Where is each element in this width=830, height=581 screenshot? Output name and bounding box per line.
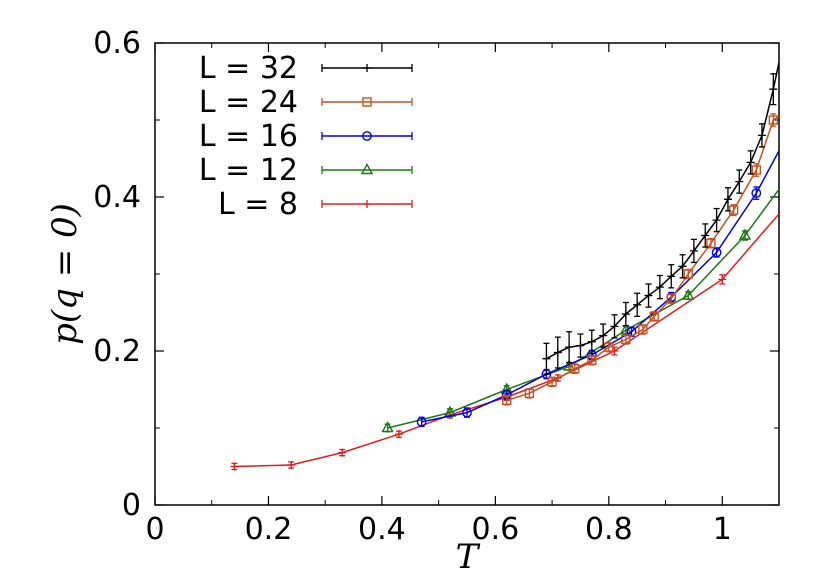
series-line: [234, 213, 779, 468]
x-tick-label: 0.6: [472, 512, 520, 547]
data-point: [735, 177, 744, 186]
y-tick-label: 0: [122, 488, 141, 523]
data-point: [462, 407, 472, 418]
data-point: [621, 334, 631, 345]
data-point: [751, 188, 762, 199]
data-point: [712, 216, 721, 225]
legend-label: L = 32: [199, 51, 298, 86]
data-point: [524, 388, 535, 399]
data-point: [638, 324, 648, 335]
legend: L = 32L = 24L = 16L = 12L = 8: [199, 51, 413, 222]
legend-marker: [362, 97, 372, 107]
data-point: [655, 283, 664, 292]
data-point: [644, 291, 653, 300]
data-point: [728, 205, 739, 215]
x-tick-label: 0.8: [585, 512, 633, 547]
data-point: [746, 158, 755, 167]
axes: 0 0.2 0.4 0.6 0.8 1 0 0.2 0.4 0.6: [93, 26, 780, 547]
data-point: [621, 310, 630, 319]
series-line: [387, 188, 779, 429]
data-point: [565, 343, 574, 352]
data-point: [738, 228, 752, 240]
y-tick-label: 0.6: [93, 26, 141, 61]
data-point: [723, 195, 732, 204]
x-tick-label: 1: [713, 512, 732, 547]
data-point: [338, 448, 347, 457]
data-point: [768, 115, 779, 125]
data-point: [547, 377, 557, 387]
data-point: [587, 355, 597, 365]
data-point: [633, 300, 642, 309]
data-point: [599, 331, 608, 340]
data-point: [542, 354, 551, 363]
data-point: [683, 269, 693, 279]
data-point: [381, 421, 394, 433]
series-l24: [502, 113, 779, 406]
data-point: [678, 262, 687, 271]
data-point: [287, 460, 296, 469]
data-point: [757, 131, 766, 140]
legend-marker: [363, 64, 371, 72]
x-tick-label: 0: [145, 512, 164, 547]
data-point: [667, 272, 676, 281]
data-point: [689, 246, 698, 255]
data-point: [751, 165, 762, 175]
data-point: [649, 311, 659, 322]
legend-label: L = 12: [199, 153, 298, 188]
series-l12: [381, 188, 779, 433]
series-l16: [416, 150, 779, 428]
data-point: [553, 348, 562, 357]
data-point: [394, 430, 403, 439]
series-line: [421, 150, 779, 423]
series-line: [546, 62, 779, 360]
series-line: [506, 115, 779, 401]
data-point: [666, 293, 676, 304]
data-point: [576, 341, 585, 350]
data-point: [769, 85, 778, 94]
y-tick-label: 0.4: [93, 180, 141, 215]
series-layer: [230, 62, 779, 471]
data-point: [718, 275, 727, 284]
data-point: [587, 337, 596, 346]
x-axis-label: T: [456, 537, 481, 577]
data-point: [701, 231, 710, 240]
data-point: [706, 238, 716, 248]
legend-label: L = 8: [218, 187, 298, 222]
legend-label: L = 24: [199, 85, 298, 120]
x-tick-label: 0.4: [358, 512, 406, 547]
data-point: [682, 288, 695, 300]
legend-marker: [363, 200, 371, 208]
data-point: [570, 364, 580, 374]
series-l8: [230, 213, 779, 471]
y-axis-label: p(q = 0): [45, 203, 85, 345]
series-l32: [542, 62, 779, 375]
data-point: [502, 395, 512, 405]
data-point: [230, 462, 239, 471]
data-point: [711, 247, 722, 258]
x-tick-label: 0.2: [245, 512, 293, 547]
y-tick-label: 0.2: [93, 334, 141, 369]
legend-label: L = 16: [199, 119, 298, 154]
legend-marker: [360, 163, 374, 175]
data-point: [610, 322, 619, 331]
data-point: [416, 416, 427, 427]
legend-marker: [362, 131, 372, 141]
